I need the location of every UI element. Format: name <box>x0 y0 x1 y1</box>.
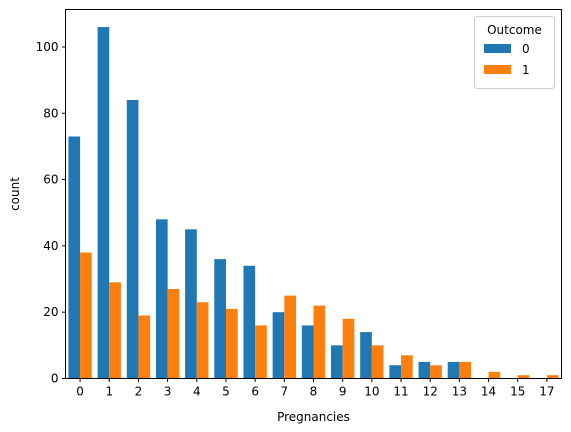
bar-series-1-7 <box>284 295 296 379</box>
x-tick-label: 4 <box>193 385 201 399</box>
bar-series-1-17 <box>546 375 559 379</box>
legend-swatch-series-0 <box>484 44 511 53</box>
x-tick-label: 10 <box>364 385 379 399</box>
x-axis-label: Pregnancies <box>277 410 350 424</box>
plot-frame <box>65 9 562 379</box>
bar-series-1-1 <box>109 282 121 379</box>
bar-series-1-11 <box>401 355 413 379</box>
bar-series-1-3 <box>167 288 180 379</box>
legend-swatch-series-1 <box>484 65 511 74</box>
x-tick-label: 14 <box>481 385 496 399</box>
bar-series-1-13 <box>459 361 472 379</box>
x-tick-label: 3 <box>164 385 172 399</box>
x-tick-label: 9 <box>339 385 347 399</box>
bar-series-1-5 <box>225 308 238 379</box>
y-tick-label: 80 <box>43 106 58 120</box>
bar-series-0-11 <box>389 365 402 379</box>
x-tick-label: 11 <box>393 385 408 399</box>
y-tick-label: 0 <box>51 372 59 386</box>
bar-series-0-13 <box>447 361 460 379</box>
x-tick-label: 6 <box>251 385 259 399</box>
bar-series-0-4 <box>185 229 197 379</box>
y-tick-label: 100 <box>36 40 59 54</box>
x-tick-label: 2 <box>135 385 143 399</box>
bar-series-1-15 <box>517 375 530 379</box>
bar-series-0-9 <box>331 345 343 379</box>
bar-series-1-4 <box>196 302 209 379</box>
bar-series-0-3 <box>155 219 168 379</box>
y-tick-label: 20 <box>43 305 58 319</box>
y-tick-label: 60 <box>43 173 58 187</box>
bar-series-0-5 <box>214 259 226 379</box>
bar-series-1-12 <box>430 365 442 379</box>
y-axis: 0 20 40 60 80 100 <box>36 40 66 386</box>
bar-series-1-9 <box>342 318 355 379</box>
bar-series-1-0 <box>80 252 92 379</box>
bar-series-1-14 <box>488 371 501 379</box>
legend-label-series-1: 1 <box>522 63 530 77</box>
bars <box>68 27 559 379</box>
bar-series-0-12 <box>418 361 431 379</box>
x-tick-label: 15 <box>510 385 525 399</box>
x-tick-label: 13 <box>452 385 467 399</box>
x-tick-label: 12 <box>423 385 438 399</box>
bar-series-1-2 <box>138 315 151 379</box>
bar-series-1-8 <box>313 305 326 379</box>
x-tick-label: 5 <box>222 385 230 399</box>
legend: Outcome 0 1 <box>474 16 555 89</box>
bar-series-0-0 <box>68 136 81 379</box>
bar-series-0-1 <box>97 27 110 379</box>
x-tick-label: 1 <box>105 385 113 399</box>
x-tick-label: 0 <box>76 385 84 399</box>
legend-title: Outcome <box>487 23 542 37</box>
x-tick-label: 17 <box>539 385 554 399</box>
legend-label-series-0: 0 <box>522 42 530 56</box>
bar-series-0-10 <box>360 332 372 379</box>
bar-series-0-2 <box>126 100 139 379</box>
x-tick-label: 7 <box>281 385 289 399</box>
x-axis: 0 1 2 3 4 5 6 7 8 9 10 11 12 13 14 15 17 <box>76 378 555 399</box>
y-axis-label: count <box>8 177 22 211</box>
bar-series-1-10 <box>371 345 384 379</box>
bar-series-1-6 <box>255 325 267 379</box>
bar-series-0-7 <box>272 312 285 379</box>
x-tick-label: 8 <box>310 385 318 399</box>
bar-series-0-6 <box>243 265 256 379</box>
y-tick-label: 40 <box>43 239 58 253</box>
bar-series-0-8 <box>301 325 314 379</box>
